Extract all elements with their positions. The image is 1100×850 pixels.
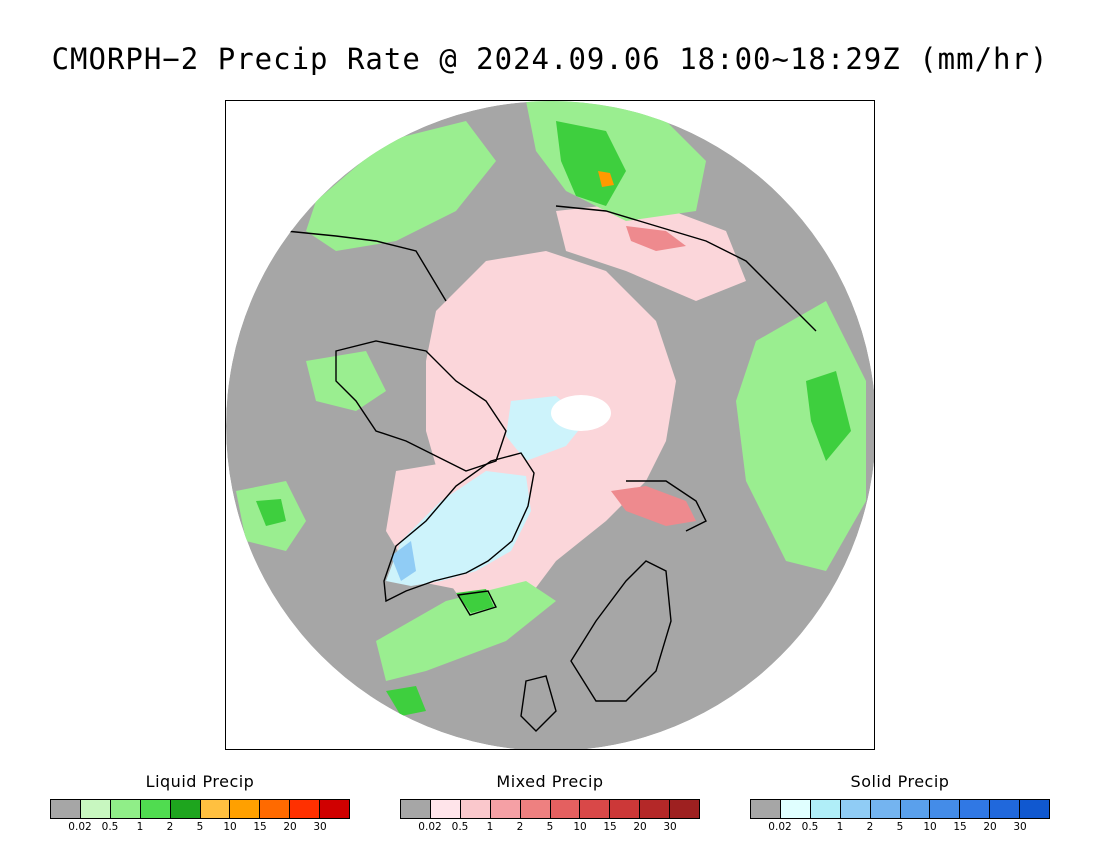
colorbar-swatch [640, 800, 671, 818]
colorbar-swatch [580, 800, 611, 818]
colorbar-tick-label: 15 [953, 821, 967, 833]
colorbar-solid [750, 799, 1050, 819]
colorbar-tick-label: 0.5 [451, 821, 469, 833]
colorbar-swatch [320, 800, 350, 818]
colorbar-tick-label: 30 [663, 821, 677, 833]
colorbar-tick-label: 20 [633, 821, 647, 833]
colorbar-tick-label: 30 [1013, 821, 1027, 833]
colorbar-swatch [610, 800, 641, 818]
colorbar-swatch [110, 800, 141, 818]
colorbar-swatch [870, 800, 901, 818]
solid-precip-greenland [386, 471, 531, 586]
colorbar-tick-label: 10 [573, 821, 587, 833]
legend-solid: Solid Precip 0.02 0.5 1 2 5 10 15 20 30 [750, 772, 1050, 833]
canada-archipelago-coast [335, 340, 507, 472]
liquid-precip-east [736, 301, 866, 571]
colorbar-tick-label: 15 [603, 821, 617, 833]
iceland-coast [456, 590, 497, 616]
colorbar-swatch [520, 800, 551, 818]
colorbar-tick-label: 30 [313, 821, 327, 833]
colorbar-swatch [550, 800, 581, 818]
colorbar-swatch [230, 800, 261, 818]
colorbar-swatch [930, 800, 961, 818]
colorbar-tick-label: 1 [136, 821, 144, 833]
colorbar-tick-label: 2 [516, 821, 524, 833]
colorbar-tick-label: 10 [223, 821, 237, 833]
liquid-precip-canada [306, 351, 386, 411]
colorbar-swatch [1020, 800, 1050, 818]
colorbar-swatch [430, 800, 461, 818]
colorbar-tick-label: 2 [866, 821, 874, 833]
uk-coast [520, 675, 557, 732]
liquid-precip-atlantic [376, 581, 556, 681]
polar-precip-map [225, 100, 875, 750]
colorbar-tick-label: 15 [253, 821, 267, 833]
colorbar-swatch [401, 800, 431, 818]
colorbar-swatch [51, 800, 81, 818]
colorbar-tick-label: 2 [166, 821, 174, 833]
colorbar-swatch [260, 800, 291, 818]
solid-precip-core [391, 541, 416, 581]
colorbar-tick-label: 20 [283, 821, 297, 833]
colorbar-swatch [840, 800, 871, 818]
colorbar-tick-label: 1 [486, 821, 494, 833]
colorbar-swatch [490, 800, 521, 818]
colorbar-swatch [751, 800, 781, 818]
alaska-coast [285, 230, 447, 302]
colorbar-swatch [810, 800, 841, 818]
liquid-precip-uk [386, 686, 426, 716]
map-title: CMORPH−2 Precip Rate @ 2024.09.06 18:00~… [51, 42, 1049, 76]
colorbar-tick-label: 20 [983, 821, 997, 833]
colorbar-swatch [80, 800, 111, 818]
liquid-precip-heavy [598, 171, 614, 187]
legend-title-liquid: Liquid Precip [145, 772, 255, 791]
ticks-solid: 0.02 0.5 1 2 5 10 15 20 30 [750, 819, 1050, 833]
map-svg [226, 101, 874, 749]
mixed-precip-siberia [556, 201, 746, 301]
liquid-precip-west-core [256, 499, 286, 526]
colorbar-swatch [960, 800, 991, 818]
mixed-precip-chukotka [626, 226, 686, 251]
colorbar-tick-label: 5 [546, 821, 554, 833]
colorbar-swatch [140, 800, 171, 818]
russia-arctic-coast [626, 480, 707, 532]
colorbar-swatch [990, 800, 1021, 818]
no-data-pole [551, 395, 611, 431]
colorbar-tick-label: 5 [196, 821, 204, 833]
colorbar-swatch [900, 800, 931, 818]
colorbar-swatch [170, 800, 201, 818]
colorbar-swatch [460, 800, 491, 818]
colorbar-tick-label: 10 [923, 821, 937, 833]
colorbar-mixed [400, 799, 700, 819]
scandinavia-coast [570, 560, 672, 702]
colorbar-tick-label: 0.02 [68, 821, 92, 833]
coastlines [285, 205, 817, 732]
legend-liquid: Liquid Precip 0.02 0.5 1 2 5 10 15 20 30 [50, 772, 350, 833]
liquid-precip-iceland [456, 589, 494, 613]
siberia-coast [555, 205, 817, 332]
legend-mixed: Mixed Precip 0.02 0.5 1 2 5 10 15 20 30 [400, 772, 700, 833]
colorbar-tick-label: 0.5 [101, 821, 119, 833]
colorbar-tick-label: 0.5 [801, 821, 819, 833]
liquid-precip-east-core [806, 371, 851, 461]
colorbar-liquid [50, 799, 350, 819]
colorbar-tick-label: 5 [896, 821, 904, 833]
colorbar-tick-label: 0.02 [418, 821, 442, 833]
colorbar-tick-label: 0.02 [768, 821, 792, 833]
legend-title-mixed: Mixed Precip [496, 772, 604, 791]
legend-title-solid: Solid Precip [850, 772, 950, 791]
ticks-mixed: 0.02 0.5 1 2 5 10 15 20 30 [400, 819, 700, 833]
colorbar-swatch [200, 800, 231, 818]
colorbar-swatch [670, 800, 700, 818]
greenland-coast [383, 452, 535, 603]
hemisphere-disc [226, 101, 874, 749]
ticks-liquid: 0.02 0.5 1 2 5 10 15 20 30 [50, 819, 350, 833]
colorbar-swatch [290, 800, 321, 818]
mixed-precip-kara [611, 486, 696, 526]
colorbar-swatch [780, 800, 811, 818]
liquid-precip-nw [306, 121, 496, 251]
colorbar-tick-label: 1 [836, 821, 844, 833]
